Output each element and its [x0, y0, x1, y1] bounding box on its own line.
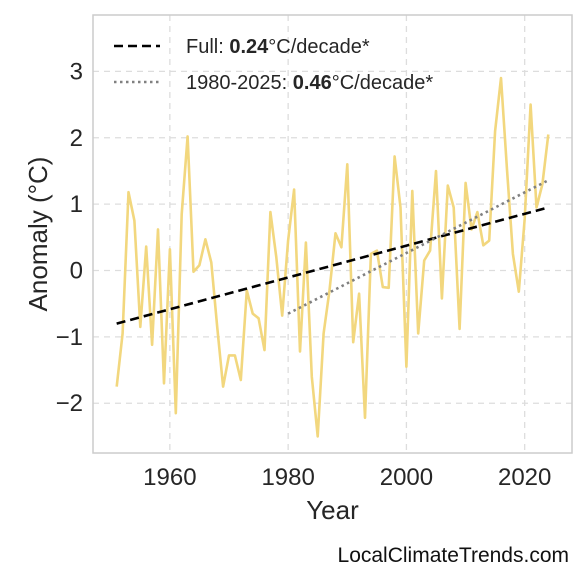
x-tick-label: 1960: [143, 464, 196, 491]
legend-full-prefix: Full:: [186, 36, 229, 58]
trend-layer: [116, 179, 549, 325]
trend-line-full: [116, 206, 549, 325]
x-tick-labels: 1960 1980 2000 2020: [143, 464, 551, 491]
legend-full-rate: 0.24: [229, 36, 269, 58]
legend-entry-full: Full: 0.24°C/decade*: [186, 36, 370, 58]
x-tick-label: 1980: [261, 464, 314, 491]
x-axis-label: Year: [306, 495, 359, 525]
y-tick-label: −2: [56, 390, 83, 417]
series-line: [115, 76, 550, 438]
y-tick-label: 3: [70, 58, 83, 85]
x-tick-label: 2020: [498, 464, 551, 491]
series-layer: [115, 76, 550, 438]
legend: Full: 0.24°C/decade* 1980-2025: 0.46°C/d…: [114, 36, 433, 94]
y-tick-label: −1: [56, 324, 83, 351]
legend-recent-prefix: 1980-2025:: [186, 72, 293, 94]
y-axis-label: Anomaly (°C): [23, 157, 53, 312]
legend-entry-recent: 1980-2025: 0.46°C/decade*: [186, 72, 433, 94]
watermark: LocalClimateTrends.com: [337, 544, 569, 567]
y-tick-labels: −2 −1 0 1 2 3: [56, 58, 83, 417]
trend-line-recent: [287, 179, 549, 315]
x-tick-label: 2000: [380, 464, 433, 491]
legend-recent-rate: 0.46: [293, 72, 332, 94]
legend-full-suffix: °C/decade*: [268, 36, 370, 58]
y-tick-label: 2: [70, 125, 83, 152]
y-tick-label: 1: [70, 191, 83, 218]
plot-frame: [92, 14, 573, 454]
legend-recent-suffix: °C/decade*: [332, 72, 434, 94]
y-tick-label: 0: [70, 258, 83, 285]
